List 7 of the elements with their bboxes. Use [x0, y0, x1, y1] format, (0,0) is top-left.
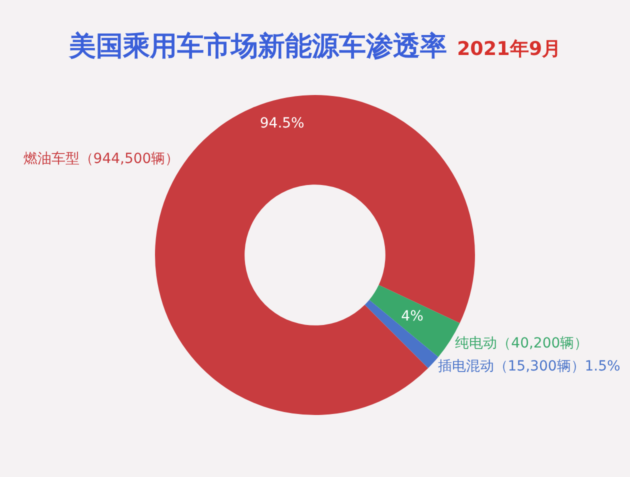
slice-label: 插电混动（15,300辆）1.5%: [438, 358, 620, 374]
chart-subtitle: 2021年9月: [456, 38, 562, 60]
data-label: 4%: [401, 308, 424, 324]
slice-label: 纯电动（40,200辆）: [455, 336, 588, 352]
slice-label: 燃油车型（944,500辆）: [23, 151, 180, 168]
chart-title: 美国乘用车市场新能源车渗透率: [68, 31, 447, 62]
data-label: 94.5%: [260, 116, 304, 132]
